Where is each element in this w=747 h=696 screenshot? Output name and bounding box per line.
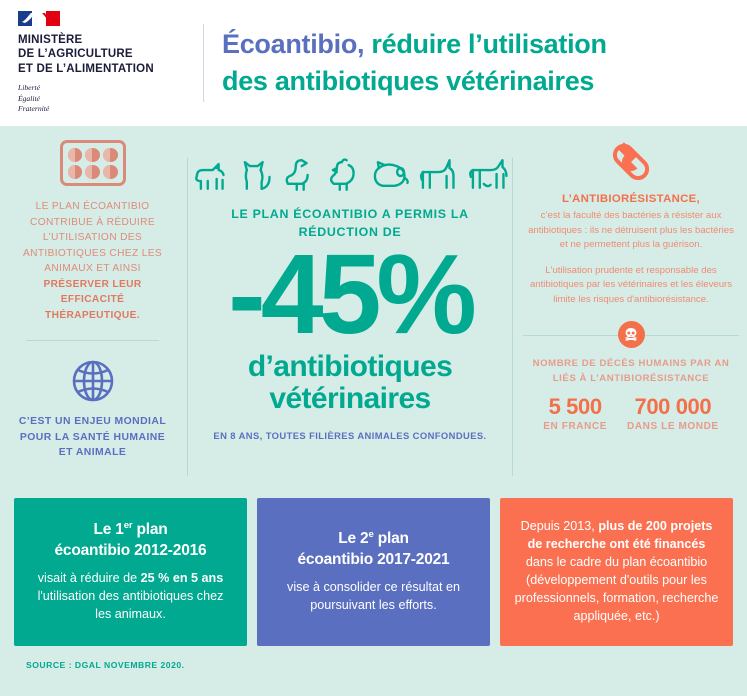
main-panel: LE PLAN ÉCOANTIBIO CONTRIBUE À RÉDUIRE L…	[0, 126, 747, 696]
left-paragraph-regular: LE PLAN ÉCOANTIBIO CONTRIBUE À RÉDUIRE L…	[22, 201, 163, 274]
card-plan-2-body: vise à consolider ce résultat en poursui…	[271, 579, 476, 615]
dog-icon	[195, 162, 225, 190]
ministry-line-1: MINISTÈRE	[18, 33, 83, 46]
big-subtitle-line-2: vétérinaires	[269, 381, 431, 415]
card-plan-1-title-line2: écoantibio 2012-2016	[54, 541, 207, 559]
card-research-body-2: dans le cadre du plan écoantibio (dévelo…	[514, 555, 719, 623]
ministry-logo: MINISTÈRE DE L’AGRICULTURE ET DE L’ALIME…	[0, 10, 200, 116]
skull-section	[523, 321, 739, 349]
deaths-stats: 5 500 EN FRANCE 700 000 DANS LE MONDE	[523, 394, 739, 432]
stat-france-value: 5 500	[548, 394, 602, 420]
ministry-line-3: ET DE L’ALIMENTATION	[18, 63, 154, 76]
title-brand: Écoantibio,	[222, 29, 365, 59]
title-line-2: des antibiotiques vétérinaires	[222, 65, 595, 96]
pill-1	[67, 147, 83, 162]
ministry-line-2: DE L’AGRICULTURE	[18, 48, 133, 61]
card-research: Depuis 2013, plus de 200 projets de rech…	[500, 498, 733, 646]
left-divider	[26, 340, 159, 341]
card-plan-2-body-1: vise à consolider ce résultat en poursui…	[287, 579, 460, 612]
card-plan-2-title-sup: e	[368, 529, 374, 541]
big-subtitle-line-1: d’antibiotiques	[247, 350, 453, 384]
pill-4	[67, 164, 83, 179]
blister-icon-wrap	[12, 140, 173, 186]
antibioresistance-paragraph-1: c’est la faculté des bactéries à résiste…	[528, 210, 734, 251]
globe-icon	[72, 360, 113, 402]
card-research-body-1: Depuis 2013,	[520, 519, 599, 534]
card-plan-1-body-2: l'utilisation des antibiotiques chez les…	[37, 588, 224, 621]
capsule-icon-wrap	[523, 140, 739, 184]
skull-and-crossbones-icon	[617, 321, 645, 349]
motto-fraternite: Fraternité	[18, 104, 50, 114]
card-plan-1-body: visait à réduire de 25 % en 5 ans l'util…	[28, 570, 233, 624]
antibioresistance-heading: L’ANTIBIORÉSISTANCE,	[561, 193, 701, 205]
column-divider-1	[187, 158, 188, 476]
header: MINISTÈRE DE L’AGRICULTURE ET DE L’ALIME…	[0, 0, 747, 126]
card-plan-1-title-sup: er	[123, 520, 133, 532]
globe-icon-wrap	[12, 358, 173, 404]
cat-icon	[244, 160, 272, 190]
stat-world: 700 000 DANS LE MONDE	[627, 394, 719, 432]
left-column: LE PLAN ÉCOANTIBIO CONTRIBUE À RÉDUIRE L…	[0, 140, 185, 492]
deaths-stat-label: NOMBRE DE DÉCÈS HUMAINS PAR AN LIÉS À L’…	[532, 358, 730, 384]
pill-blister-pack-icon	[59, 140, 126, 186]
left-paragraph-bold: PRÉSERVER LEUR EFFICACITÉ THÉRAPEUTIQUE.	[43, 278, 142, 321]
page-title: Écoantibio, réduire l’utilisation des an…	[222, 26, 732, 99]
antibioresistance-paragraph-2: L'utilisation prudente et responsable de…	[529, 264, 733, 305]
three-column-area: LE PLAN ÉCOANTIBIO CONTRIBUE À RÉDUIRE L…	[0, 140, 747, 492]
capsule-pill-icon	[612, 142, 650, 181]
card-research-body: Depuis 2013, plus de 200 projets de rech…	[514, 518, 719, 625]
card-plan-2: Le 2e plan écoantibio 2017-2021 vise à c…	[257, 498, 490, 646]
left-paragraph: LE PLAN ÉCOANTIBIO CONTRIBUE À RÉDUIRE L…	[12, 199, 173, 323]
pill-6	[102, 164, 118, 179]
horse-icon	[420, 159, 455, 189]
skull-glyph	[625, 327, 637, 341]
pill-5	[85, 164, 100, 179]
card-plan-2-title: Le 2e plan écoantibio 2017-2021	[271, 529, 476, 569]
card-plan-1-body-1: visait à réduire de	[37, 570, 141, 585]
ostrich-icon	[285, 159, 309, 191]
cow-icon	[468, 159, 508, 189]
title-line-1: Écoantibio, réduire l’utilisation	[222, 26, 732, 63]
column-divider-2	[512, 158, 513, 476]
stat-france: 5 500 EN FRANCE	[543, 394, 607, 432]
card-plan-1-title-post: plan	[132, 521, 168, 539]
card-plan-1-title: Le 1er plan écoantibio 2012-2016	[28, 520, 233, 560]
source-note: SOURCE : DGAL NOVEMBRE 2020.	[26, 660, 185, 670]
card-plan-1-title-pre: Le 1	[93, 521, 124, 539]
animal-icon-row	[191, 146, 509, 194]
card-plan-2-title-line2: écoantibio 2017-2021	[297, 550, 450, 568]
globe-caption: C’EST UN ENJEU MONDIAL POUR LA SANTÉ HUM…	[18, 416, 167, 459]
middle-kicker: LE PLAN ÉCOANTIBIO A PERMIS LA RÉDUCTION…	[231, 207, 469, 239]
plan-cards: Le 1er plan écoantibio 2012-2016 visait …	[0, 498, 747, 646]
pill-2	[85, 147, 100, 162]
chicken-icon	[330, 158, 356, 191]
pill-3	[102, 147, 118, 162]
header-divider	[203, 24, 204, 102]
stat-world-caption: DANS LE MONDE	[627, 421, 719, 433]
card-research-body-bold: plus de 200 projets de recherche ont été…	[527, 519, 713, 552]
card-plan-2-title-pre: Le 2	[338, 530, 369, 548]
card-plan-1-body-bold: 25 % en 5 ans	[140, 570, 224, 585]
republic-motto: Liberté Égalité Fraternité	[18, 83, 200, 115]
motto-egalite: Égalité	[18, 93, 40, 103]
title-rest: réduire l’utilisation	[364, 29, 607, 59]
stat-france-caption: EN FRANCE	[543, 421, 608, 433]
big-subtitle: d’antibiotiques vétérinaires	[191, 351, 509, 415]
big-percentage: -45%	[228, 231, 477, 358]
french-flag-icon	[18, 10, 60, 26]
card-plan-1: Le 1er plan écoantibio 2012-2016 visait …	[14, 498, 247, 646]
motto-liberte: Liberté	[18, 82, 40, 92]
card-plan-2-title-post: plan	[373, 530, 409, 548]
stat-world-value: 700 000	[634, 394, 712, 420]
pig-icon	[373, 160, 409, 188]
right-column: L’ANTIBIORÉSISTANCE, c’est la faculté de…	[515, 140, 747, 492]
middle-column: LE PLAN ÉCOANTIBIO A PERMIS LA RÉDUCTION…	[185, 140, 515, 492]
middle-footnote: EN 8 ANS, TOUTES FILIÈRES ANIMALES CONFO…	[213, 429, 487, 441]
